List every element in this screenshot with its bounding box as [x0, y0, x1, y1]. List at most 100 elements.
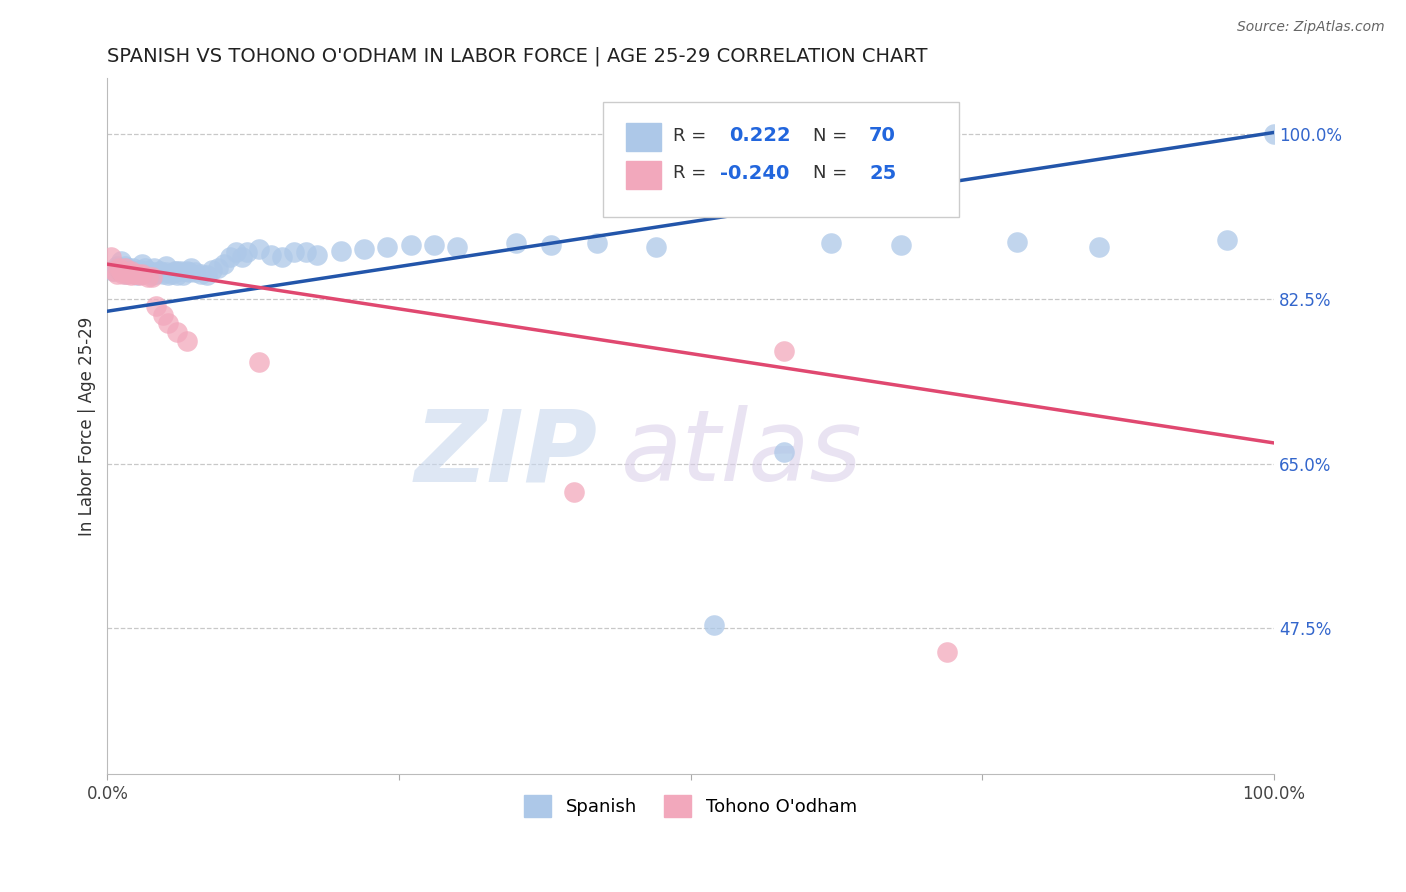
Point: [125, 265, 148, 279]
Point: [141, 268, 163, 283]
Point: [423, 238, 446, 252]
Text: Source: ZipAtlas.com: Source: ZipAtlas.com: [1237, 20, 1385, 34]
Point: [586, 235, 609, 250]
Point: [218, 250, 240, 264]
Point: [307, 248, 329, 262]
Point: [120, 268, 142, 283]
Point: [114, 260, 136, 275]
Point: [170, 264, 193, 278]
Point: [152, 308, 174, 322]
Point: [1263, 128, 1285, 142]
Point: [195, 268, 218, 283]
Point: [111, 267, 134, 281]
Point: [117, 260, 139, 275]
Point: [110, 264, 132, 278]
Point: [353, 242, 375, 256]
Point: [190, 267, 212, 281]
Point: [145, 267, 167, 281]
Point: [540, 238, 562, 252]
Point: [131, 267, 153, 281]
Point: [283, 244, 305, 259]
Point: [163, 264, 186, 278]
Point: [129, 268, 152, 283]
Point: [172, 268, 194, 283]
Y-axis label: In Labor Force | Age 25-29: In Labor Force | Age 25-29: [79, 317, 96, 535]
FancyBboxPatch shape: [603, 103, 959, 217]
Point: [122, 260, 145, 275]
Point: [166, 264, 188, 278]
Point: [166, 325, 188, 339]
Text: R =: R =: [673, 164, 706, 182]
Point: [108, 260, 131, 275]
Point: [112, 260, 135, 275]
Point: [152, 267, 174, 281]
Bar: [627, 161, 661, 189]
Point: [294, 244, 316, 259]
Point: [231, 250, 253, 264]
Point: [1088, 240, 1111, 254]
Point: [115, 267, 138, 281]
Text: N =: N =: [813, 127, 848, 145]
Point: [103, 264, 125, 278]
Point: [110, 254, 132, 268]
Point: [936, 645, 959, 659]
Text: ZIP: ZIP: [415, 405, 598, 502]
Point: [212, 257, 235, 271]
Point: [120, 265, 142, 279]
Point: [773, 343, 796, 358]
Point: [157, 268, 180, 283]
Point: [890, 238, 912, 252]
Point: [236, 244, 259, 259]
Point: [122, 267, 145, 281]
Point: [446, 240, 468, 254]
Point: [399, 238, 422, 252]
Point: [143, 260, 166, 275]
Point: [1007, 235, 1029, 249]
Point: [103, 264, 125, 278]
Point: [143, 265, 166, 279]
Point: [136, 270, 159, 285]
Point: [176, 334, 198, 349]
Point: [176, 264, 198, 278]
Text: 0.222: 0.222: [730, 126, 790, 145]
Legend: Spanish, Tohono O'odham: Spanish, Tohono O'odham: [517, 788, 865, 824]
Point: [180, 260, 202, 275]
Text: 25: 25: [869, 164, 897, 183]
Point: [157, 316, 180, 330]
Point: [136, 264, 159, 278]
Point: [145, 299, 167, 313]
Point: [131, 257, 153, 271]
Point: [773, 445, 796, 459]
Point: [155, 259, 177, 273]
Point: [155, 265, 177, 279]
Point: [129, 262, 152, 277]
Point: [562, 484, 585, 499]
Point: [184, 265, 207, 279]
Point: [134, 260, 156, 275]
Point: [141, 270, 163, 285]
Text: N =: N =: [813, 164, 848, 182]
Text: SPANISH VS TOHONO O'ODHAM IN LABOR FORCE | AGE 25-29 CORRELATION CHART: SPANISH VS TOHONO O'ODHAM IN LABOR FORCE…: [107, 46, 928, 66]
Point: [114, 259, 136, 273]
Point: [207, 260, 229, 275]
Point: [247, 242, 270, 256]
Point: [703, 618, 725, 632]
Point: [108, 264, 131, 278]
Point: [505, 235, 527, 250]
Point: [166, 268, 188, 283]
Point: [201, 262, 224, 277]
Text: R =: R =: [673, 127, 706, 145]
Text: 70: 70: [869, 126, 896, 145]
Point: [160, 267, 183, 281]
Point: [375, 240, 398, 254]
Point: [115, 267, 138, 281]
Point: [105, 259, 128, 273]
Point: [1216, 233, 1239, 247]
Text: atlas: atlas: [620, 405, 862, 502]
Bar: [627, 123, 661, 151]
Point: [100, 250, 122, 264]
Point: [329, 244, 352, 258]
Point: [125, 268, 148, 283]
Point: [225, 244, 247, 259]
Point: [820, 235, 842, 250]
